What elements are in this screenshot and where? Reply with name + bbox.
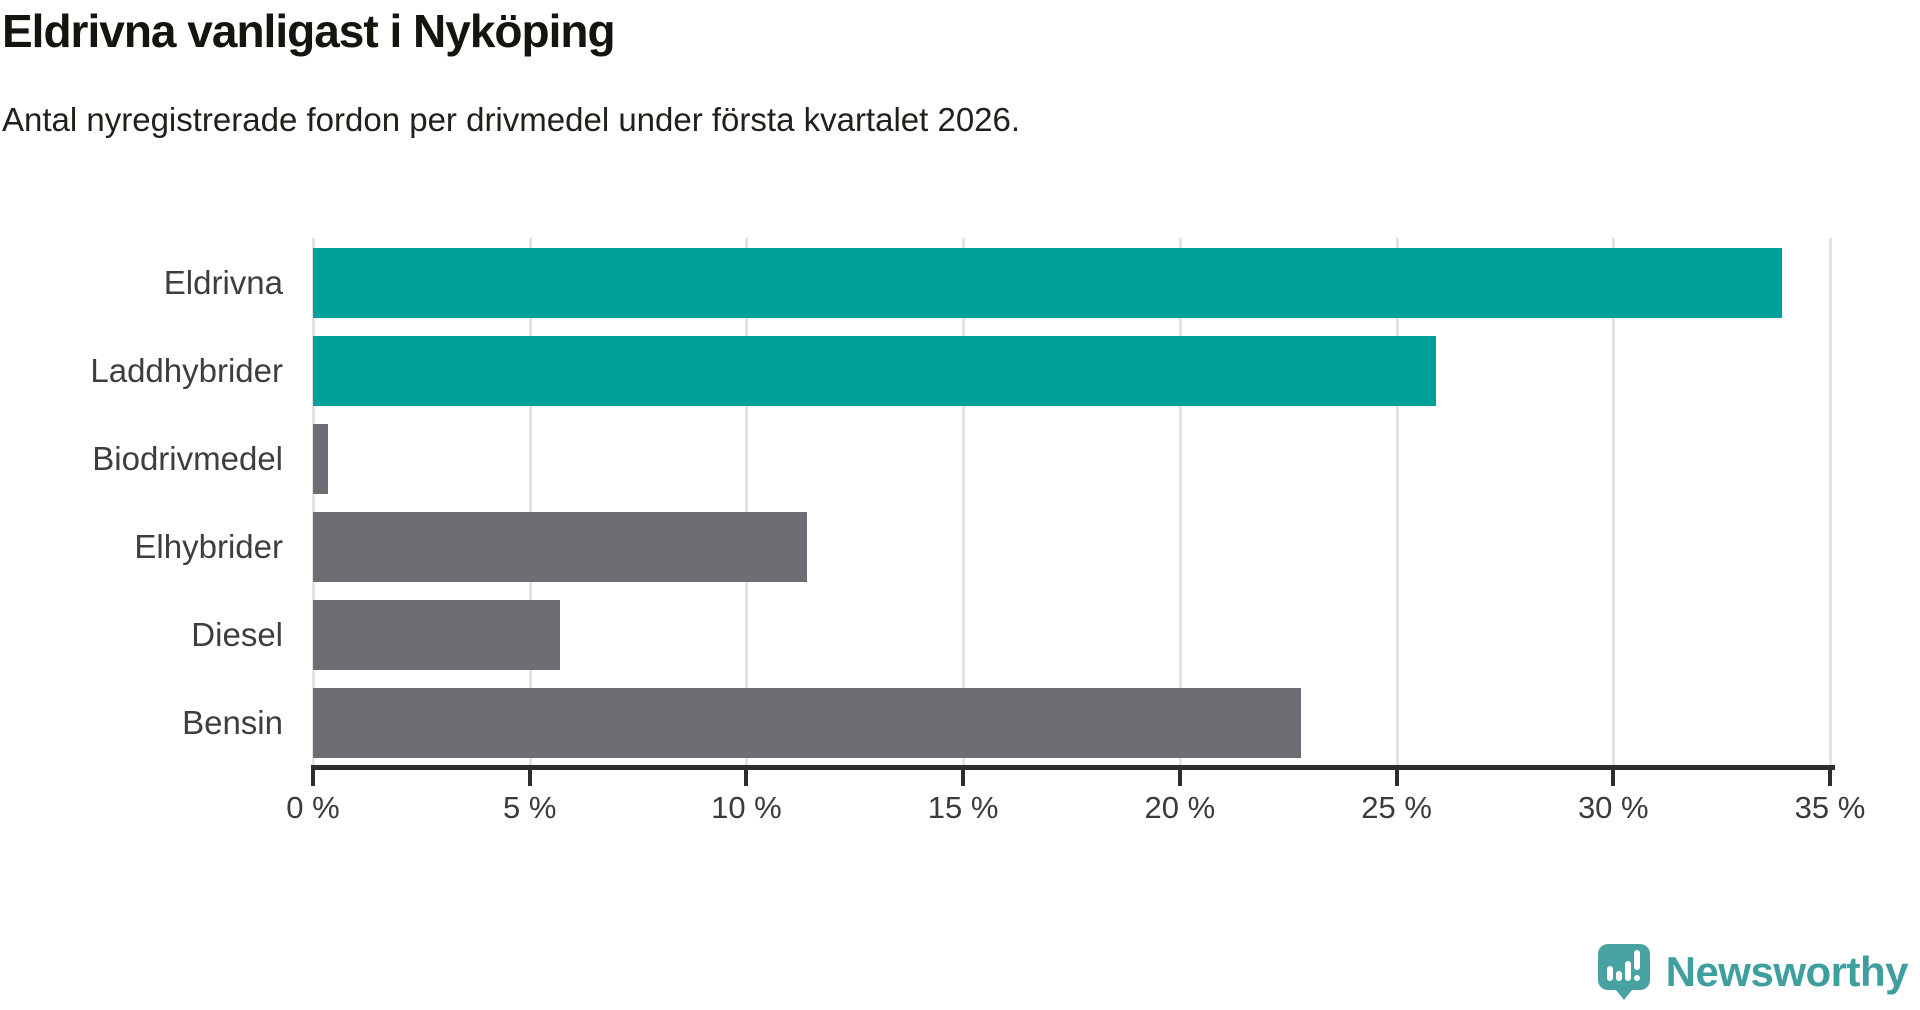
gridline [1178, 238, 1182, 766]
bar-elhybrider [313, 512, 808, 582]
gridline [1829, 238, 1832, 766]
newsworthy-speech-bubble-icon [1597, 944, 1650, 1000]
gridline [1612, 238, 1616, 766]
x-tick [527, 770, 532, 786]
x-tick-label: 35 % [1794, 790, 1866, 825]
category-label: Bensin [182, 704, 283, 741]
category-label: Biodrivmedel [92, 440, 283, 477]
newsworthy-wordmark: Newsworthy [1665, 948, 1909, 995]
bar-bensin [313, 688, 1302, 758]
plot-area [312, 238, 1832, 766]
x-tick-label: 25 % [1361, 790, 1432, 825]
category-label: Diesel [191, 616, 283, 653]
category-label: Elhybrider [134, 528, 283, 565]
bar-laddhybrider [313, 336, 1436, 406]
gridline [528, 238, 532, 766]
chart-title: Eldrivna vanligast i Nyköping [2, 5, 616, 57]
bar-diesel [313, 600, 561, 670]
gridline [1395, 238, 1399, 766]
x-tick [1611, 770, 1616, 786]
x-tick [1394, 770, 1399, 786]
x-tick [744, 770, 749, 786]
x-tick [961, 770, 966, 786]
chart-subtitle: Antal nyregistrerade fordon per drivmede… [2, 101, 1021, 138]
x-tick-label: 10 % [711, 790, 782, 825]
x-tick [311, 770, 315, 786]
gridline [745, 238, 749, 766]
bar-biodrivmedel [313, 424, 329, 494]
bar-eldrivna [313, 248, 1783, 318]
x-tick-label: 15 % [927, 790, 999, 825]
x-tick-label: 20 % [1144, 790, 1216, 825]
x-tick-label: 5 % [502, 790, 557, 825]
gridline [962, 238, 966, 766]
x-tick [1828, 770, 1832, 786]
category-label: Laddhybrider [90, 352, 283, 389]
category-label: Eldrivna [163, 264, 283, 301]
x-tick [1177, 770, 1182, 786]
x-tick-label: 30 % [1577, 790, 1649, 825]
newsworthy-logo[interactable]: Newsworthy [1597, 944, 1909, 1000]
gridline [312, 238, 315, 766]
x-tick-label: 0 % [286, 790, 340, 825]
x-axis-line [311, 765, 1835, 770]
